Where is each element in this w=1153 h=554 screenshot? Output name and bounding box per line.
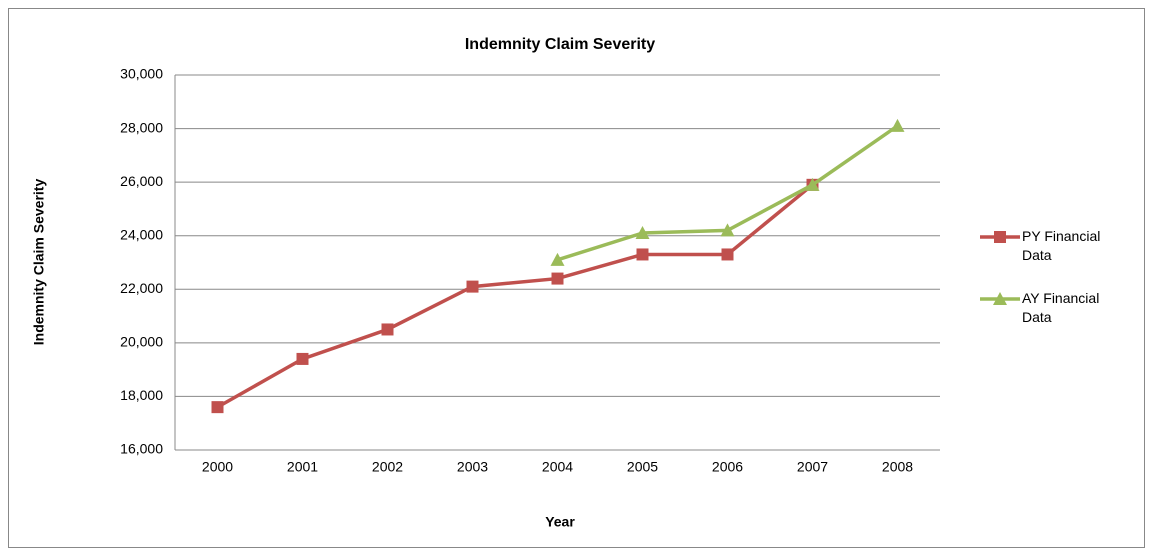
marker [890,118,905,132]
marker [721,248,734,261]
marker [550,252,565,266]
marker [805,177,820,191]
y-tick-label: 26,000 [120,173,163,189]
marker [635,226,650,240]
marker [993,292,1007,305]
x-tick-label: 2000 [202,459,233,475]
marker [720,223,735,237]
x-tick-label: 2001 [287,459,318,475]
x-tick-label: 2003 [457,459,488,475]
x-axis-title: Year [545,514,575,530]
x-tick-label: 2008 [882,459,913,475]
y-tick-label: 28,000 [120,119,163,135]
legend-label: AY Financial Data [1022,290,1100,325]
marker [296,352,309,365]
marker [636,248,649,261]
marker [551,272,564,285]
marker [466,280,479,293]
x-tick-label: 2006 [712,459,743,475]
y-tick-label: 22,000 [120,280,163,296]
legend-label: PY Financial Data [1022,228,1101,263]
x-tick-label: 2002 [372,459,403,475]
series-line [216,183,814,409]
y-tick-label: 30,000 [120,66,163,82]
x-tick-label: 2005 [627,459,658,475]
y-tick-label: 24,000 [120,226,163,242]
y-tick-label: 16,000 [120,441,163,457]
y-tick-label: 20,000 [120,334,163,350]
marker [211,401,224,414]
x-tick-label: 2004 [542,459,573,475]
y-axis-title: Indemnity Claim Severity [31,179,47,346]
chart-title: Indemnity Claim Severity [465,36,655,53]
chart-border [8,8,1145,548]
marker [381,323,394,336]
x-tick-label: 2007 [797,459,828,475]
y-tick-label: 18,000 [120,387,163,403]
marker [994,231,1006,243]
